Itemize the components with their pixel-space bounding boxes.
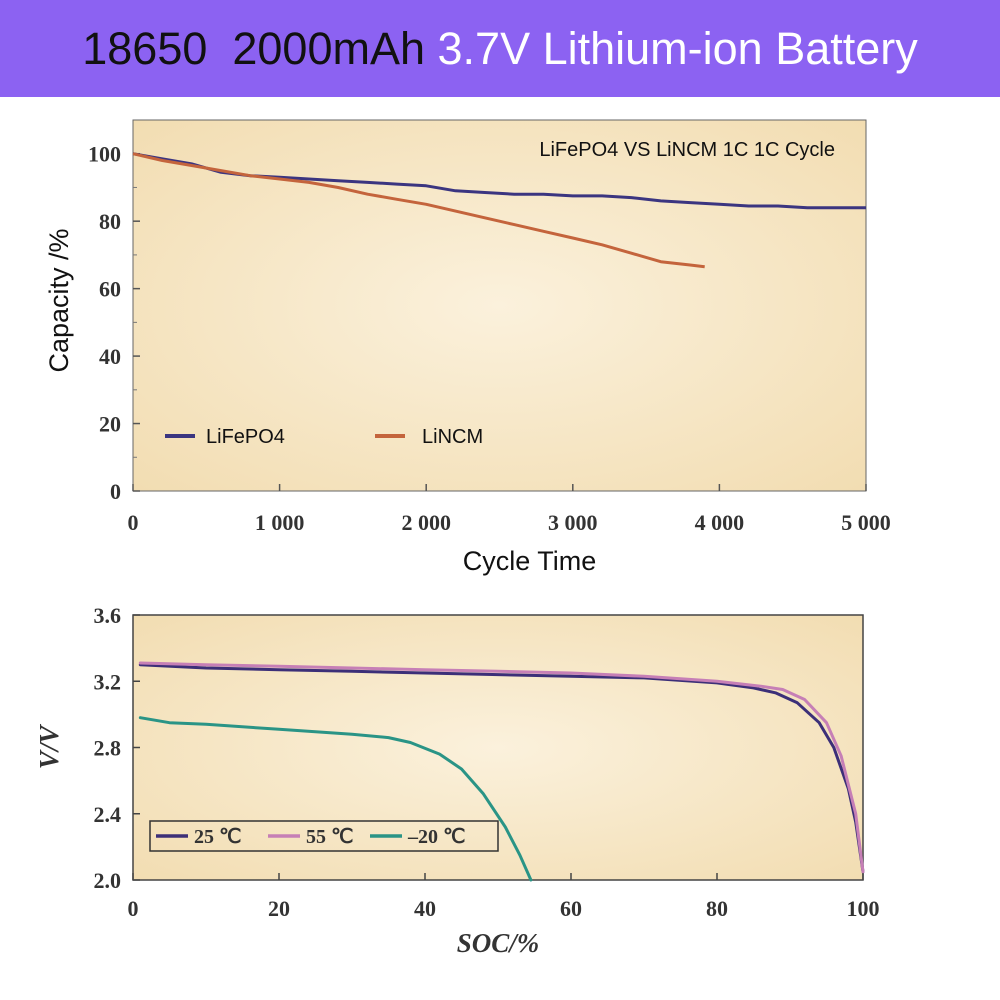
series-minus20c-line	[138, 716, 533, 882]
y-tick-label: 40	[99, 344, 121, 369]
x-tick-label: 1 000	[255, 510, 305, 535]
series-lincm-line	[132, 152, 705, 269]
x-tick-label: 3 000	[548, 510, 598, 535]
y-tick-label: 60	[99, 277, 121, 302]
legend-label-lincm: LiNCM	[422, 426, 483, 448]
x-tick-label: 0	[128, 510, 139, 535]
x-tick-label: 20	[268, 896, 290, 921]
legend-label-55c: 55 ℃	[306, 826, 353, 848]
title-banner: 18650 2000mAh 3.7V Lithium-ion Battery	[0, 0, 1000, 97]
x-tick-label: 80	[706, 896, 728, 921]
y-tick-label: 2.4	[94, 802, 122, 827]
series-55c-line	[138, 661, 865, 874]
plot-area	[132, 119, 867, 492]
x-tick-label: 2 000	[401, 510, 451, 535]
y-tick-label: 3.2	[94, 669, 122, 694]
banner-title-part2: 3.7V Lithium-ion Battery	[437, 22, 918, 74]
legend-label-25c: 25 ℃	[194, 826, 241, 848]
x-tick-label: 4 000	[695, 510, 745, 535]
x-tick-label: 0	[128, 896, 139, 921]
legend-label-lifepo4: LiFePO4	[206, 426, 285, 448]
x-axis-label: SOC/%	[457, 928, 540, 958]
x-axis-label: Cycle Time	[463, 546, 597, 576]
y-tick-label: 100	[88, 142, 121, 167]
banner-title-part1: 18650 2000mAh	[82, 22, 438, 74]
y-tick-label: 0	[110, 479, 121, 504]
y-tick-label: 2.0	[94, 868, 122, 893]
x-tick-label: 40	[414, 896, 436, 921]
y-tick-label: 3.6	[94, 603, 122, 628]
legend-label-minus20c: –20 ℃	[407, 826, 465, 848]
chart-annotation: LiFePO4 VS LiNCM 1C 1C Cycle	[539, 139, 835, 161]
y-tick-label: 80	[99, 209, 121, 234]
legend-box	[149, 820, 499, 852]
y-tick-label: 2.8	[94, 736, 122, 761]
y-tick-label: 20	[99, 412, 121, 437]
x-tick-label: 5 000	[841, 510, 891, 535]
series-25c-line	[138, 663, 865, 874]
y-axis-label: Capacity /%	[44, 228, 74, 372]
x-tick-label: 100	[847, 896, 880, 921]
x-tick-label: 60	[560, 896, 582, 921]
y-axis-label: V/V	[34, 724, 64, 770]
